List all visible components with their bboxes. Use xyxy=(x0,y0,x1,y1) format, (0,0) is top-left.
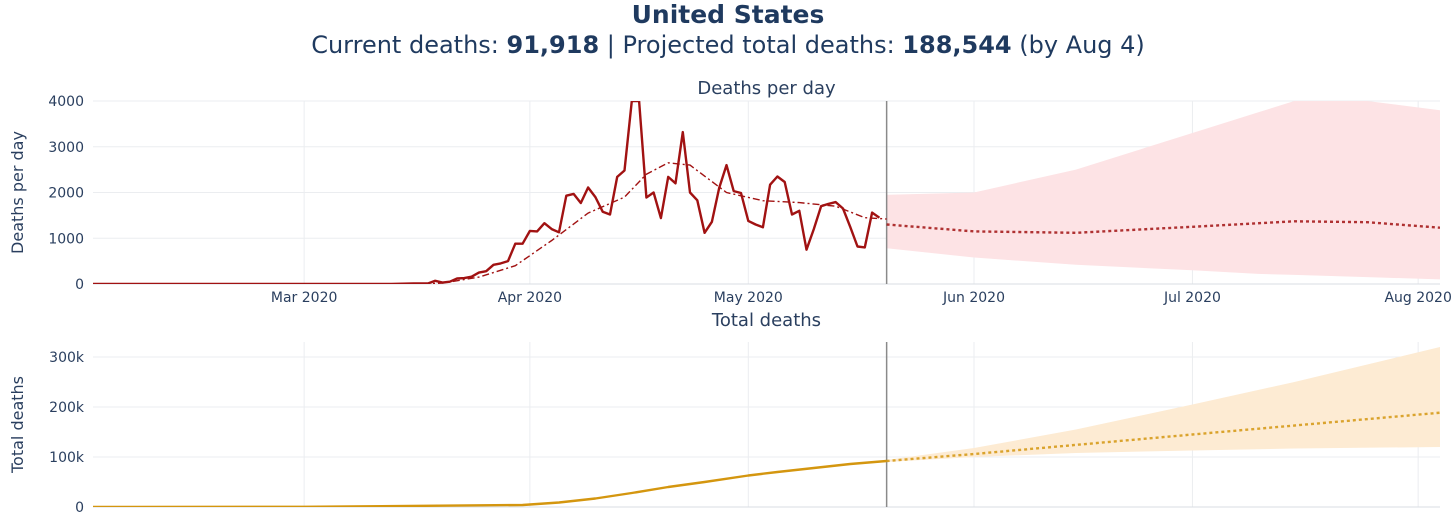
projection-date-suffix: (by Aug 4) xyxy=(1011,31,1145,59)
observed-series-line xyxy=(93,459,887,507)
y-tick-label: 2000 xyxy=(48,186,84,202)
current-deaths-label: Current deaths: xyxy=(311,31,507,59)
y-axis-title: Total deaths xyxy=(8,376,27,474)
total-deaths-panel: 0 100k 200k 300k Total deaths Total deaths xyxy=(8,310,1440,516)
y-tick-label: 1000 xyxy=(48,231,84,247)
x-tick-label: Mar 2020 xyxy=(271,290,338,306)
y-tick-label: 3000 xyxy=(48,140,84,156)
smoothed-series-line xyxy=(93,162,887,284)
projected-deaths-label: | Projected total deaths: xyxy=(599,31,903,59)
uncertainty-band xyxy=(886,101,1440,280)
projected-deaths-value: 188,544 xyxy=(902,31,1012,59)
panel-title: Total deaths xyxy=(711,310,821,331)
plot-area xyxy=(93,342,1440,507)
y-tick-label: 4000 xyxy=(48,94,84,110)
x-tick-label: Jun 2020 xyxy=(942,290,1005,306)
y-tick-label: 0 xyxy=(75,277,84,293)
x-tick-label: Aug 2020 xyxy=(1384,290,1451,306)
y-tick-label: 0 xyxy=(75,500,84,516)
chart-title: United States xyxy=(631,0,825,29)
observed-series-line xyxy=(93,101,881,284)
chart-subtitle: Current deaths: 91,918 | Projected total… xyxy=(0,30,1456,60)
x-tick-label: Apr 2020 xyxy=(498,290,562,306)
deaths-per-day-panel: 0 1000 2000 3000 4000 Mar 2020 Apr 2020 May 202… xyxy=(8,78,1452,306)
plot-area xyxy=(93,101,1440,284)
y-tick-label: 300k xyxy=(49,350,85,366)
panel-title: Deaths per day xyxy=(697,78,836,99)
projection-series-line xyxy=(886,411,1440,463)
x-tick-label: Jul 2020 xyxy=(1163,290,1221,306)
y-tick-label: 100k xyxy=(49,450,85,466)
y-axis-title: Deaths per day xyxy=(8,131,27,254)
y-tick-label: 200k xyxy=(49,400,85,416)
uncertainty-band xyxy=(886,347,1440,462)
current-deaths-value: 91,918 xyxy=(506,31,600,59)
x-tick-label: May 2020 xyxy=(714,290,783,306)
projection-series-line xyxy=(886,220,1440,235)
